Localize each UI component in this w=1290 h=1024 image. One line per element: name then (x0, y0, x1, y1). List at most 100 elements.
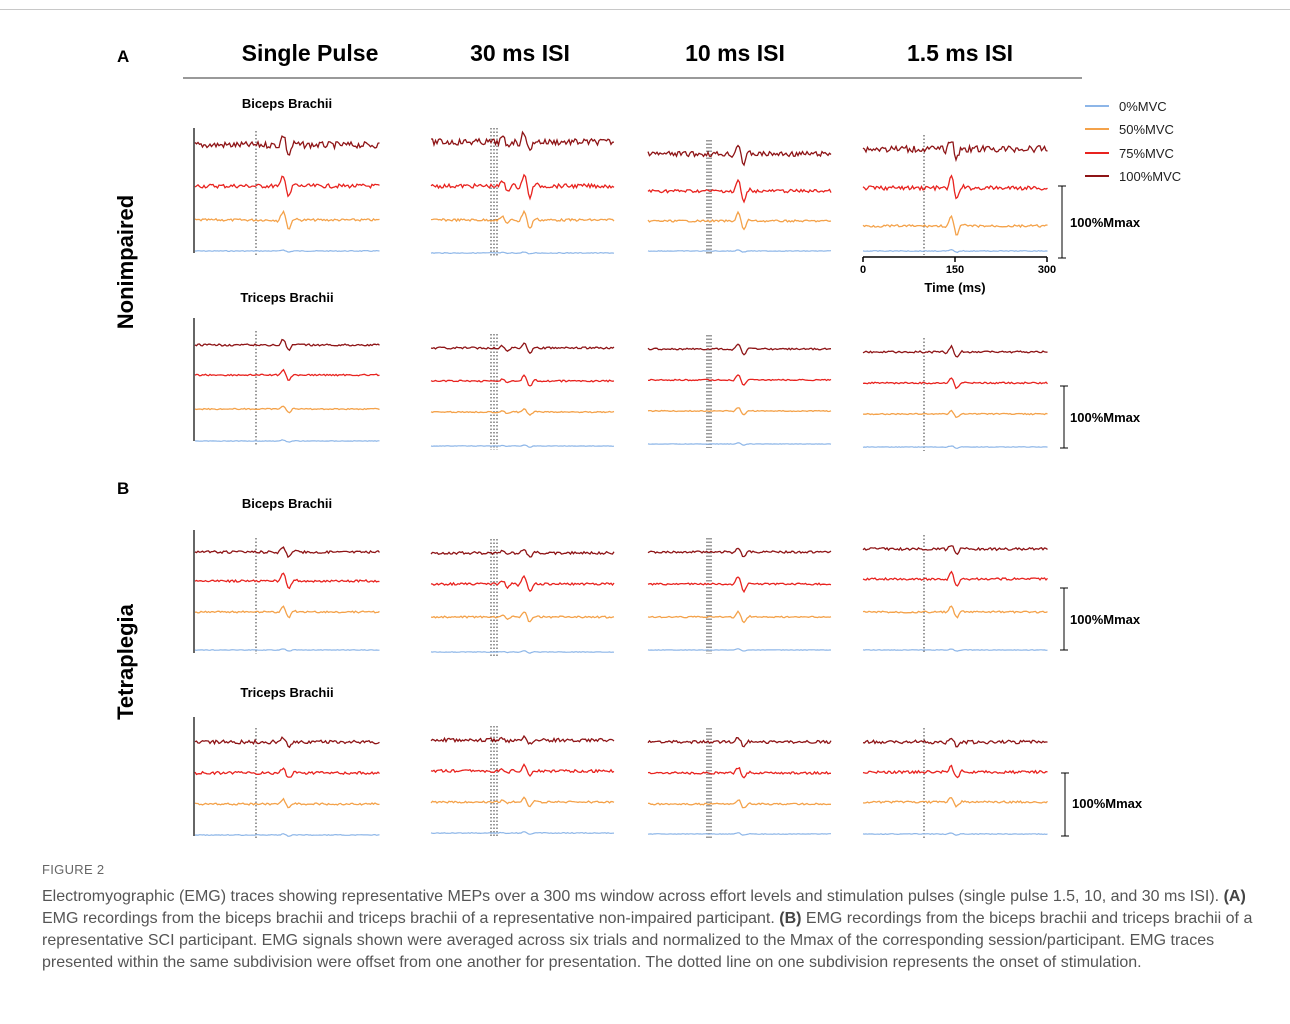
trace-75pctmvc (195, 768, 380, 777)
trace-50pctmvc (195, 606, 380, 617)
trace-50pctmvc (863, 606, 1048, 617)
panel-label-b: B (117, 479, 129, 498)
trace-75pctmvc (648, 768, 831, 778)
trace-100pctmvc (431, 343, 614, 353)
trace-75pctmvc (648, 375, 831, 385)
trace-100pctmvc (648, 738, 831, 747)
legend-label-0: 0%MVC (1119, 99, 1167, 114)
scale-bar-label-a-biceps: 100%Mmax (1070, 215, 1141, 230)
trace-75pctmvc (431, 764, 614, 776)
trace-75pctmvc (863, 766, 1048, 778)
scale-bar-label-a-triceps: 100%Mmax (1070, 410, 1141, 425)
caption-text: Electromyographic (EMG) traces showing r… (42, 886, 1257, 974)
panel-label-a: A (117, 47, 129, 66)
column-header-single-pulse: Single Pulse (242, 40, 379, 66)
trace-75pctmvc (431, 576, 614, 591)
legend-label-1: 50%MVC (1119, 122, 1174, 137)
trace-0pctmvc (431, 651, 614, 654)
trace-100pctmvc (648, 548, 831, 556)
time-tick-0: 0 (860, 264, 866, 276)
trace-50pctmvc (648, 408, 831, 415)
column-header-10ms: 10 ms ISI (685, 40, 785, 66)
trace-0pctmvc (195, 649, 380, 651)
trace-75pctmvc (863, 572, 1048, 586)
trace-50pctmvc (863, 798, 1048, 807)
trace-75pctmvc (195, 176, 380, 196)
scale-bar-a-triceps (1060, 386, 1068, 448)
trace-0pctmvc (648, 833, 831, 835)
trace-0pctmvc (195, 250, 380, 252)
trace-50pctmvc (431, 797, 614, 806)
time-axis-label: Time (ms) (924, 280, 985, 295)
trace-50pctmvc (648, 611, 831, 622)
group-label-nonimpaired: Nonimpaired (113, 195, 138, 329)
column-header-1-5ms: 1.5 ms ISI (907, 40, 1013, 66)
trace-50pctmvc (431, 211, 614, 228)
trace-0pctmvc (431, 445, 614, 447)
trace-50pctmvc (648, 212, 831, 229)
scale-bar-label-b-triceps: 100%Mmax (1072, 796, 1143, 811)
time-axis (863, 257, 1047, 262)
trace-0pctmvc (648, 649, 831, 651)
trace-50pctmvc (648, 800, 831, 808)
trace-0pctmvc (195, 834, 380, 837)
trace-50pctmvc (195, 406, 380, 412)
group-label-tetraplegia: Tetraplegia (113, 603, 138, 720)
caption-text-1: Electromyographic (EMG) traces showing r… (42, 888, 1224, 905)
legend: 0%MVC 50%MVC 75%MVC 100%MVC (1085, 99, 1181, 184)
caption-ref-a: (A) (1224, 888, 1246, 905)
trace-0pctmvc (648, 443, 831, 445)
caption-label: FIGURE 2 (42, 862, 1257, 877)
trace-0pctmvc (431, 252, 614, 254)
trace-100pctmvc (863, 142, 1048, 160)
scale-bar-b-triceps (1061, 773, 1069, 836)
trace-0pctmvc (863, 649, 1048, 651)
muscle-label-biceps-a: Biceps Brachii (242, 96, 332, 111)
scale-bar-label-b-biceps: 100%Mmax (1070, 612, 1141, 627)
trace-50pctmvc (863, 216, 1048, 235)
trace-0pctmvc (195, 440, 380, 442)
time-tick-150: 150 (946, 264, 964, 276)
trace-100pctmvc (863, 346, 1048, 357)
muscle-label-biceps-b: Biceps Brachii (242, 496, 332, 511)
trace-75pctmvc (195, 370, 380, 381)
muscle-label-triceps-a: Triceps Brachii (240, 290, 333, 305)
trace-75pctmvc (648, 180, 831, 202)
trace-100pctmvc (195, 136, 380, 155)
trace-75pctmvc (648, 577, 831, 592)
trace-75pctmvc (431, 375, 614, 386)
scale-bar-b-biceps (1060, 588, 1068, 650)
scale-bar-a-biceps (1058, 186, 1066, 258)
trace-0pctmvc (863, 250, 1048, 253)
trace-0pctmvc (431, 832, 614, 835)
column-header-30ms: 30 ms ISI (470, 40, 570, 66)
trace-0pctmvc (863, 833, 1048, 835)
legend-label-3: 100%MVC (1119, 169, 1181, 184)
caption-text-2: EMG recordings from the biceps brachii a… (42, 910, 779, 927)
trace-75pctmvc (863, 176, 1048, 199)
trace-0pctmvc (648, 250, 831, 252)
trace-100pctmvc (648, 146, 831, 166)
trace-100pctmvc (195, 340, 380, 351)
trace-50pctmvc (863, 411, 1048, 418)
trace-100pctmvc (863, 546, 1048, 554)
trace-50pctmvc (195, 211, 380, 229)
trace-75pctmvc (195, 573, 380, 588)
figure-caption: FIGURE 2 Electromyographic (EMG) traces … (42, 862, 1257, 974)
trace-75pctmvc (863, 378, 1048, 388)
trace-50pctmvc (431, 612, 614, 622)
trace-100pctmvc (195, 737, 380, 747)
trace-50pctmvc (195, 799, 380, 808)
trace-100pctmvc (195, 547, 380, 557)
trace-100pctmvc (431, 132, 614, 150)
emg-figure: A B Single Pulse 30 ms ISI 10 ms ISI 1.5… (0, 0, 1290, 850)
trace-100pctmvc (431, 550, 614, 557)
emg-traces (194, 128, 1048, 839)
caption-ref-b: (B) (779, 910, 801, 927)
legend-label-2: 75%MVC (1119, 146, 1174, 161)
trace-75pctmvc (431, 175, 614, 199)
time-tick-300: 300 (1038, 264, 1056, 276)
trace-100pctmvc (648, 344, 831, 355)
trace-100pctmvc (863, 739, 1048, 747)
trace-50pctmvc (431, 409, 614, 415)
